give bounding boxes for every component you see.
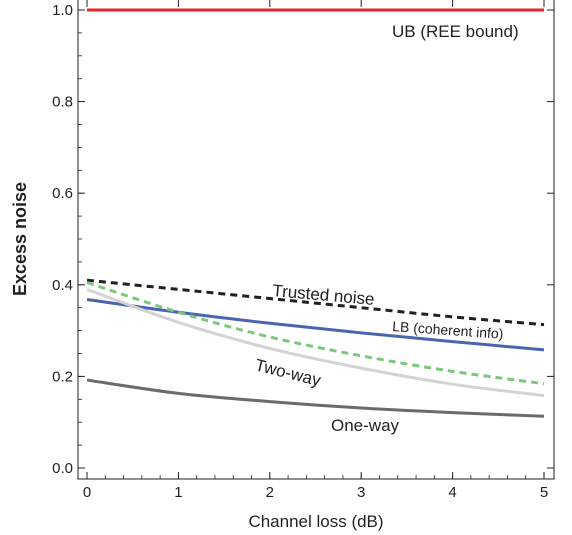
x-tick-label-5: 5 (540, 484, 548, 501)
series-line-two-way (86, 287, 545, 398)
annotation-ub-ree-bound: UB (REE bound) (392, 22, 519, 41)
axis-ticks: 0 1 2 3 4 5 0.0 0.2 0.4 0.6 0.8 1.0 (52, 0, 554, 501)
series-lines (86, 8, 545, 418)
y-axis-label: Excess noise (10, 182, 30, 296)
x-tick-label-0: 0 (83, 484, 91, 501)
x-tick-label-3: 3 (357, 484, 365, 501)
series-line-lb-coherent-info (86, 297, 545, 352)
annotation-lb-coherent-info: LB (coherent info) (392, 318, 504, 342)
y-tick-label-0: 0.0 (52, 460, 73, 477)
annotation-one-way: One-way (331, 416, 400, 435)
y-tick-label-0.4: 0.4 (52, 277, 73, 294)
series-line-trusted-noise (86, 278, 545, 327)
annotation-trusted-noise: Trusted noise (272, 281, 376, 309)
x-axis-label: Channel loss (dB) (248, 512, 383, 531)
y-tick-label-0.8: 0.8 (52, 94, 73, 111)
annotation-two-way: Two-way (253, 355, 323, 390)
series-line-green-dashed (86, 281, 545, 386)
plot-border (77, 0, 555, 480)
y-tick-label-0.2: 0.2 (52, 368, 73, 385)
y-tick-label-0.6: 0.6 (52, 185, 73, 202)
x-tick-label-2: 2 (266, 484, 274, 501)
y-tick-label-1: 1.0 (52, 2, 73, 19)
series-line-one-way (86, 378, 545, 418)
plot-frame (77, 0, 555, 480)
x-tick-label-1: 1 (174, 484, 182, 501)
x-tick-label-4: 4 (448, 484, 456, 501)
